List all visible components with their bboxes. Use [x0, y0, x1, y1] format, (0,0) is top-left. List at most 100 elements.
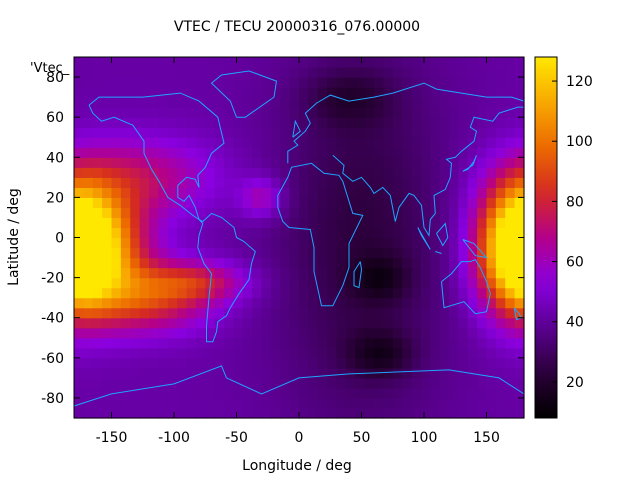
heatmap-cell [102, 357, 113, 369]
heatmap-cell [355, 57, 366, 68]
heatmap-cell [430, 337, 441, 349]
heatmap-cell [308, 307, 319, 319]
heatmap-cell [242, 297, 253, 309]
heatmap-cell [495, 187, 506, 198]
heatmap-cell [214, 137, 225, 148]
heatmap-cell [308, 227, 319, 239]
heatmap-cell [345, 357, 356, 369]
heatmap-cell [261, 237, 272, 249]
heatmap-cell [317, 137, 328, 148]
heatmap-cell [224, 397, 234, 409]
heatmap-cell [336, 167, 347, 178]
heatmap-cell [158, 127, 169, 138]
heatmap-cell [364, 57, 375, 68]
heatmap-cell [149, 207, 159, 219]
heatmap-cell [177, 77, 188, 88]
heatmap-cell [430, 87, 441, 98]
heatmap-cell [167, 267, 178, 279]
heatmap-cell [280, 257, 291, 269]
heatmap-cell [364, 387, 375, 399]
heatmap-cell [364, 67, 375, 78]
heatmap-cell [364, 167, 375, 178]
heatmap-cell [402, 77, 413, 88]
heatmap-cell [505, 107, 516, 118]
heatmap-cell [195, 157, 206, 168]
heatmap-cell [327, 237, 338, 249]
heatmap-cell [224, 337, 234, 349]
heatmap-cell [111, 227, 122, 239]
heatmap-cell [374, 387, 384, 399]
heatmap-cell [364, 397, 375, 409]
heatmap-cell [430, 127, 441, 138]
heatmap-cell [261, 407, 272, 419]
heatmap-cell [120, 147, 131, 158]
heatmap-cell [383, 97, 394, 108]
heatmap-cell [205, 167, 216, 178]
heatmap-cell [458, 127, 469, 138]
heatmap-cell [383, 237, 394, 249]
heatmap-cell [149, 107, 159, 118]
heatmap-cell [186, 207, 197, 219]
heatmap-cell [345, 287, 356, 299]
heatmap-cell [420, 247, 431, 259]
heatmap-cell [299, 327, 309, 339]
heatmap-cell [514, 407, 525, 419]
heatmap-cell [205, 397, 216, 409]
heatmap-cell [261, 397, 272, 409]
heatmap-cell [505, 367, 516, 379]
heatmap-cell [420, 327, 431, 339]
heatmap-cell [167, 117, 178, 128]
heatmap-cell [195, 277, 206, 289]
heatmap-cell [205, 227, 216, 239]
coastline [462, 155, 477, 172]
heatmap-cell [420, 397, 431, 409]
heatmap-cell [514, 217, 525, 229]
heatmap-cell [139, 127, 150, 138]
heatmap-cell [327, 217, 338, 229]
heatmap-cell [205, 407, 216, 419]
heatmap-cell [195, 217, 206, 229]
heatmap-cell [477, 147, 488, 158]
heatmap-cell [430, 117, 441, 128]
heatmap-cell [317, 67, 328, 78]
heatmap-cell [280, 237, 291, 249]
heatmap-cell [449, 157, 459, 168]
heatmap-cell [74, 277, 84, 289]
heatmap-cell [149, 287, 159, 299]
heatmap-cell [149, 127, 159, 138]
heatmap-cell [102, 87, 113, 98]
heatmap-cell [308, 377, 319, 389]
heatmap-cell [299, 157, 309, 168]
heatmap-cell [411, 197, 422, 209]
heatmap-cell [242, 157, 253, 168]
heatmap-cell [242, 347, 253, 359]
heatmap-cell [364, 247, 375, 259]
heatmap-cell [308, 117, 319, 128]
coastline [197, 212, 256, 343]
heatmap-cell [130, 287, 141, 299]
heatmap-cell [102, 77, 113, 88]
heatmap-cell [383, 87, 394, 98]
heatmap-cell [177, 97, 188, 108]
heatmap-cell [345, 167, 356, 178]
heatmap-cell [402, 107, 413, 118]
heatmap-cell [336, 107, 347, 118]
heatmap-cell [355, 207, 366, 219]
heatmap-cell [392, 227, 403, 239]
heatmap-cell [289, 97, 300, 108]
heatmap-cell [467, 357, 478, 369]
heatmap-cell [327, 327, 338, 339]
heatmap-cell [139, 237, 150, 249]
heatmap-cell [467, 327, 478, 339]
heatmap-cell [233, 117, 244, 128]
heatmap-cell [317, 57, 328, 68]
heatmap-cell [317, 337, 328, 349]
heatmap-cell [430, 347, 441, 359]
heatmap-cell [224, 267, 234, 279]
heatmap-cell [74, 97, 84, 108]
heatmap-cell [505, 397, 516, 409]
heatmap-cell [486, 317, 497, 329]
heatmap-cell [74, 127, 84, 138]
heatmap-cell [486, 267, 497, 279]
heatmap-cell [83, 337, 94, 349]
